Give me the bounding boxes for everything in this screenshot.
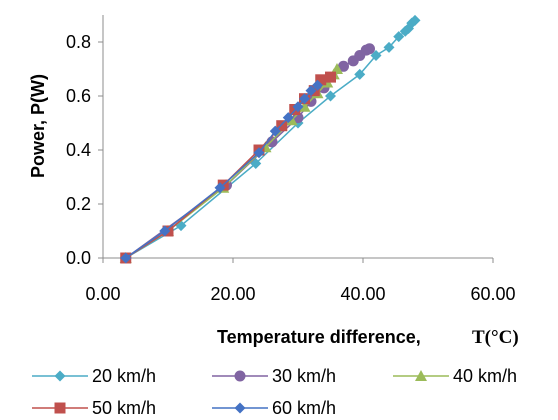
data-point	[282, 112, 294, 124]
x-tick-label: 40.00	[340, 284, 385, 304]
series-line	[125, 84, 318, 259]
y-tick-label: 0.6	[66, 86, 91, 106]
legend-marker	[54, 370, 66, 382]
x-axis-unit: T(°C)	[472, 327, 519, 348]
data-point	[269, 125, 281, 137]
data-point	[298, 100, 311, 112]
data-point	[331, 63, 343, 74]
data-point	[312, 79, 323, 91]
x-tick-label: 60.00	[470, 284, 515, 304]
legend-label: 40 km/h	[453, 366, 517, 386]
legend-item: 30 km/h	[212, 366, 336, 386]
legend-marker	[54, 402, 66, 414]
legend-label: 60 km/h	[272, 398, 336, 418]
data-point	[325, 71, 336, 83]
legend-item: 20 km/h	[32, 366, 156, 386]
data-point	[292, 101, 304, 113]
axes: 0.0 0.2 0.4 0.6 0.8 0.00 20.00 40.00 60.00	[66, 15, 516, 304]
series-layer	[119, 14, 421, 264]
y-tick-label: 0.2	[66, 194, 91, 214]
data-point	[383, 41, 395, 53]
legend-item: 50 km/h	[32, 398, 156, 418]
x-axis-title: Temperature difference,	[217, 327, 421, 347]
data-point	[214, 182, 226, 194]
legend-marker	[415, 370, 427, 381]
x-tick-label: 0.00	[85, 284, 120, 304]
data-point	[266, 136, 278, 148]
legend-label: 20 km/h	[92, 366, 156, 386]
data-point	[338, 60, 349, 72]
y-axis-title: Power, P(W)	[28, 74, 48, 178]
y-tick-label: 0.0	[66, 248, 91, 268]
data-point	[276, 120, 288, 132]
legend: 20 km/h 30 km/h 40 km/h 50 km/h 60 km/h	[32, 366, 517, 418]
legend-marker	[234, 402, 246, 414]
data-point	[159, 225, 171, 237]
data-point	[305, 85, 317, 97]
data-point	[120, 252, 132, 264]
data-point	[315, 74, 327, 86]
data-point	[299, 93, 310, 105]
legend-item: 40 km/h	[393, 366, 517, 386]
y-tick-label: 0.4	[66, 140, 91, 160]
series-60-kmh	[120, 79, 323, 264]
y-tick-label: 0.8	[66, 32, 91, 52]
legend-label: 50 km/h	[92, 398, 156, 418]
data-point	[354, 68, 366, 80]
legend-marker	[234, 370, 246, 382]
legend-item: 60 km/h	[212, 398, 336, 418]
data-point	[253, 147, 265, 159]
data-point	[364, 43, 375, 55]
data-point	[325, 90, 336, 102]
data-point	[409, 14, 421, 26]
legend-label: 30 km/h	[272, 366, 336, 386]
x-tick-label: 20.00	[210, 284, 255, 304]
data-point	[393, 31, 405, 43]
